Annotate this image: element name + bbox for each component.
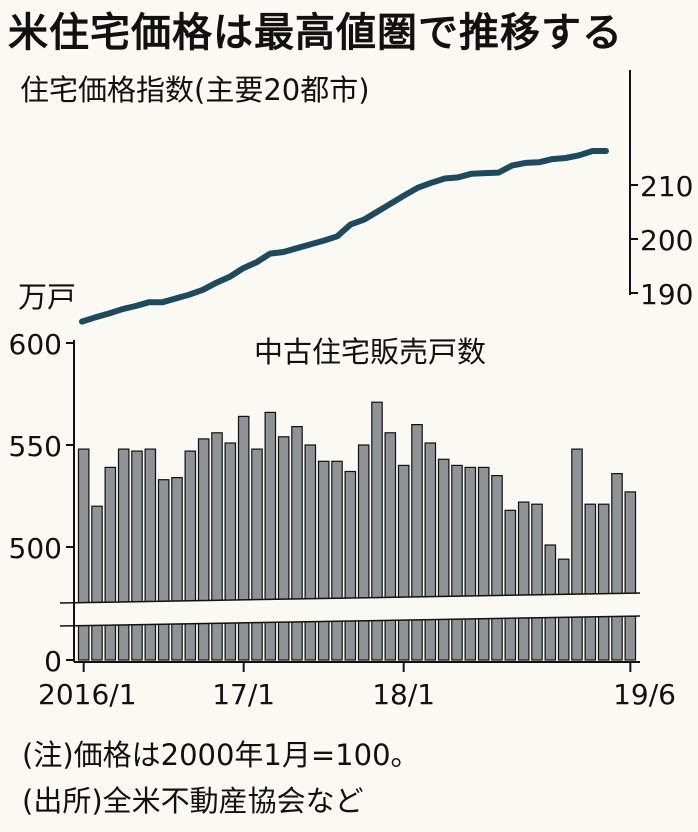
sales-x-tick-label: 18/1 <box>372 678 435 711</box>
sales-bar <box>251 448 263 661</box>
sales-bar <box>331 460 343 661</box>
sales-bar <box>317 460 330 661</box>
sales-x-tick-label: 17/1 <box>212 678 275 711</box>
sales-bar <box>611 473 623 661</box>
sales-bar <box>104 466 117 661</box>
sales-bar <box>171 477 183 661</box>
sales-x-tick-label: 2016/1 <box>38 678 137 711</box>
sales-bar <box>131 450 143 661</box>
sales-bar <box>597 503 610 661</box>
sales-bar <box>77 448 90 661</box>
sales-bar <box>624 491 637 661</box>
sales-bar <box>184 450 197 661</box>
price-index-y-tick-label: 200 <box>640 224 693 257</box>
sales-bar <box>304 444 317 661</box>
axis-break-line-upper <box>59 592 641 604</box>
sales-bar <box>437 458 450 661</box>
sales-bar <box>411 424 423 661</box>
sales-bar <box>277 436 290 661</box>
sales-x-tick-label: 19/6 <box>613 678 676 711</box>
sales-bar <box>157 479 170 661</box>
sales-bar <box>531 503 543 661</box>
sales-y-tick-label: 600 <box>9 328 62 361</box>
sales-bar <box>424 442 437 661</box>
sales-bar <box>384 432 397 661</box>
axis-break-line-lower <box>59 615 641 627</box>
sales-bar <box>517 501 530 661</box>
note-price-base: (注)価格は2000年1月=100。 <box>22 738 420 772</box>
sales-y-tick-label: 500 <box>9 532 62 565</box>
sales-y-tick-label: 0 <box>44 645 62 678</box>
sales-bar <box>224 442 237 661</box>
home-sales-title: 中古住宅販売戸数 <box>254 335 486 369</box>
sales-bar <box>397 464 410 661</box>
sales-unit-label: 万戸 <box>18 280 76 314</box>
note-source: (出所)全米不動産協会など <box>22 784 364 818</box>
price-index-title: 住宅価格指数(主要20都市) <box>20 73 370 107</box>
sales-bar <box>264 411 277 661</box>
sales-bar <box>451 464 463 661</box>
sales-bar <box>464 466 477 661</box>
chart-area: 住宅価格指数(主要20都市) 190 200 210 万戸 中古住宅販売戸数 0 50… <box>9 70 693 711</box>
sales-bar <box>144 448 157 661</box>
sales-bar <box>571 448 583 661</box>
sales-bar <box>491 475 503 661</box>
price-index-chart: 住宅価格指数(主要20都市) 190 200 210 <box>20 70 693 325</box>
sales-bar <box>504 509 517 661</box>
sales-bar <box>371 401 383 661</box>
sales-bar <box>237 415 250 661</box>
price-index-y-tick-label: 190 <box>640 278 693 311</box>
sales-bar <box>197 438 210 661</box>
sales-bar <box>211 432 223 661</box>
sales-bar <box>344 470 357 661</box>
price-index-line <box>79 148 609 325</box>
sales-bar <box>91 505 103 661</box>
sales-y-tick-label: 550 <box>9 430 62 463</box>
sales-bar <box>584 503 597 661</box>
sales-bar <box>117 448 130 661</box>
sales-bar <box>291 426 303 661</box>
chart-title: 米住宅価格は最高値圏で推移する <box>8 10 623 56</box>
home-sales-chart: 万戸 中古住宅販売戸数 0 500 550 600 2016/1 17/1 18/1 19/6 <box>9 280 676 711</box>
sales-bar <box>357 444 370 661</box>
price-index-y-tick-label: 210 <box>640 170 693 203</box>
sales-bar <box>477 466 490 661</box>
